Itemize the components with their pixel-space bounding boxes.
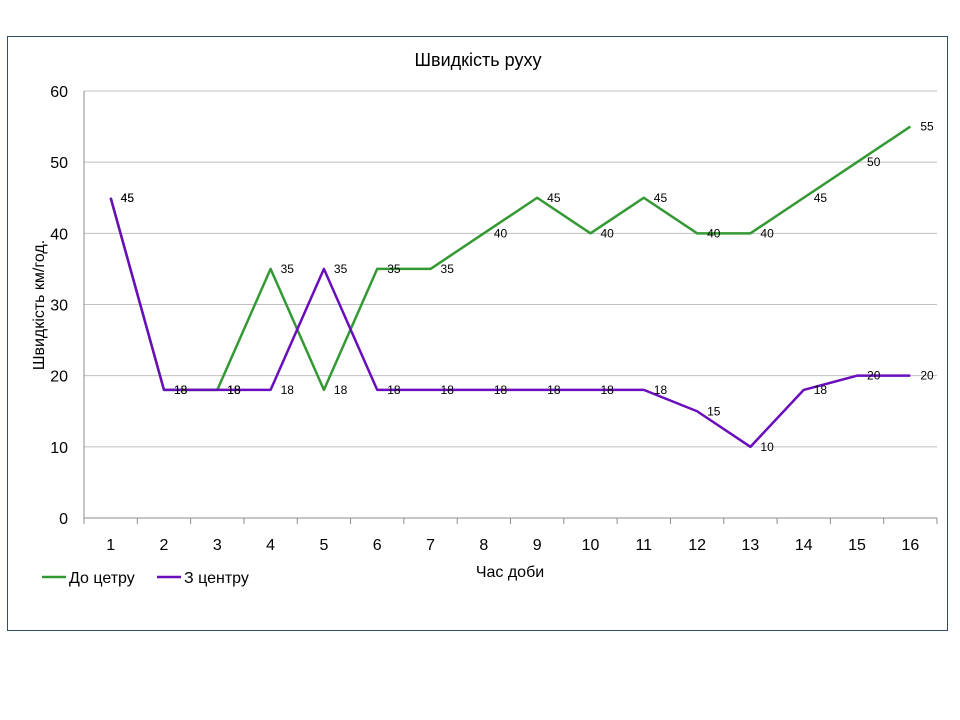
data-label: 40	[760, 226, 774, 240]
x-tick-label: 9	[533, 537, 542, 554]
y-axis-title: Швидкість км/год.	[31, 240, 48, 370]
data-label: 18	[654, 383, 668, 397]
legend-entry: До цетру	[69, 570, 135, 587]
data-label: 10	[760, 440, 774, 454]
data-label: 45	[121, 191, 135, 205]
x-tick-label: 3	[213, 537, 222, 554]
data-label: 20	[867, 369, 881, 383]
data-label: 35	[334, 262, 348, 276]
data-label: 18	[494, 383, 508, 397]
x-tick-label: 10	[582, 537, 600, 554]
x-tick-label: 6	[373, 537, 382, 554]
x-tick-label: 12	[688, 537, 706, 554]
x-tick-label: 7	[426, 537, 435, 554]
data-label: 35	[441, 262, 455, 276]
x-tick-label: 11	[635, 537, 652, 554]
y-tick-label: 0	[59, 511, 68, 528]
x-tick-label: 8	[479, 537, 488, 554]
data-label: 40	[707, 226, 721, 240]
legend: До цетру З центру	[42, 570, 249, 587]
axes	[83, 91, 938, 524]
x-tick-label: 15	[848, 537, 866, 554]
y-tick-label: 30	[50, 298, 68, 315]
data-label: 18	[227, 383, 241, 397]
data-label: 55	[920, 120, 934, 134]
data-label: 45	[547, 191, 561, 205]
y-tick-label: 60	[50, 84, 68, 101]
data-label: 40	[494, 226, 508, 240]
chart-frame	[7, 36, 948, 631]
x-axis-title: Час доби	[476, 564, 544, 581]
data-label: 35	[387, 262, 401, 276]
x-tick-label: 2	[160, 537, 169, 554]
data-label: 18	[547, 383, 561, 397]
x-tick-label: 4	[266, 537, 275, 554]
data-label: 18	[174, 383, 188, 397]
y-tick-label: 20	[50, 369, 68, 386]
x-tick-label: 5	[319, 537, 328, 554]
data-label: 18	[227, 383, 241, 397]
data-label: 20	[920, 369, 934, 383]
data-label: 18	[814, 383, 828, 397]
x-tick-labels: 1 2 3 4 5 6 7 8 9 10 11 12 13 14 15 16	[106, 537, 919, 554]
data-label: 18	[441, 383, 455, 397]
y-tick-label: 10	[50, 440, 68, 457]
y-tick-label: 50	[50, 155, 68, 172]
x-tick-label: 14	[795, 537, 813, 554]
data-label: 18	[387, 383, 401, 397]
data-label: 45	[121, 191, 135, 205]
series-lines	[109, 125, 912, 449]
data-label: 45	[654, 191, 668, 205]
data-label: 18	[600, 383, 614, 397]
x-tick-label: 13	[742, 537, 760, 554]
series-line-2	[109, 197, 911, 449]
y-tick-labels: 0 10 20 30 40 50 60	[50, 84, 68, 528]
x-tick-label: 1	[106, 537, 115, 554]
chart-title: Швидкість руху	[415, 50, 542, 70]
gridlines	[84, 90, 937, 448]
data-label: 35	[281, 262, 295, 276]
data-label: 18	[174, 383, 188, 397]
data-label: 18	[281, 383, 295, 397]
x-tick-label: 16	[901, 537, 919, 554]
y-tick-label: 40	[50, 226, 68, 243]
series-line-1	[109, 125, 912, 392]
data-label: 50	[867, 155, 881, 169]
data-label: 40	[600, 226, 614, 240]
legend-entry: З центру	[184, 570, 249, 587]
data-label: 15	[707, 404, 721, 418]
data-label: 45	[814, 191, 828, 205]
data-label: 18	[334, 383, 348, 397]
